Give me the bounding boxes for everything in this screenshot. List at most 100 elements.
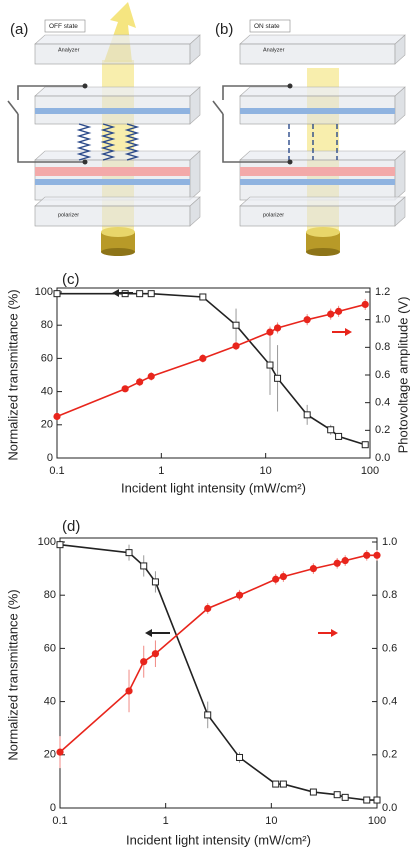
plot-frame [56, 287, 371, 459]
panel-label: (c) [62, 271, 80, 288]
x-axis-label: Incident light intensity (mW/cm²) [121, 480, 306, 495]
point [341, 793, 349, 801]
y-tick-label: 0 [47, 452, 53, 464]
point [272, 575, 280, 583]
y-tick-label: 100 [38, 536, 56, 548]
state-label: ON state [254, 23, 280, 30]
x-axis-label: Incident light intensity (mW/cm²) [126, 832, 311, 847]
layer [35, 108, 190, 114]
point [136, 290, 144, 298]
y2-tick-label: 0.8 [382, 589, 397, 601]
lc-helix [76, 123, 92, 161]
point [204, 711, 212, 719]
lamp-top [101, 227, 135, 237]
plate-side [189, 196, 201, 227]
point [373, 796, 381, 804]
x-tick-label: 10 [265, 815, 277, 827]
contact [82, 83, 88, 89]
lc-helix [100, 123, 116, 161]
point [151, 650, 160, 658]
point [147, 372, 155, 380]
point [136, 378, 144, 386]
plate-top [34, 150, 201, 161]
point [204, 604, 212, 613]
polarizer-label: polarizer [58, 212, 79, 218]
plate-side [394, 86, 406, 125]
point [327, 310, 335, 318]
wire [222, 85, 290, 100]
lamp-body [306, 232, 340, 252]
x-tick-label: 100 [361, 465, 379, 477]
plate-top [34, 34, 201, 45]
axis-arrow-head [112, 289, 119, 297]
y-tick-label: 80 [44, 589, 56, 601]
plate-side [394, 196, 406, 227]
point [373, 551, 381, 559]
layer [35, 167, 190, 176]
y2-tick-label: 0.6 [382, 642, 397, 654]
point [303, 411, 311, 419]
y2-tick-label: 1.2 [375, 286, 390, 298]
axis-arrow-head [345, 328, 352, 336]
point [333, 559, 341, 567]
point [266, 328, 274, 336]
y-tick-label: 80 [41, 319, 53, 331]
y-tick-label: 0 [50, 802, 56, 814]
y-tick-label: 40 [44, 696, 56, 708]
switch [7, 100, 19, 115]
panel-label: (d) [62, 518, 80, 535]
point [199, 354, 207, 362]
x-tick-label: 10 [260, 465, 272, 477]
y-tick-label: 100 [35, 286, 53, 298]
wire [222, 114, 290, 163]
point [309, 565, 317, 573]
y-tick-label: 60 [41, 352, 53, 364]
point [279, 780, 287, 788]
state-box [44, 19, 86, 33]
point [363, 551, 371, 559]
point [53, 290, 61, 298]
lamp-bottom [101, 248, 135, 256]
y2-tick-label: 0.6 [375, 369, 390, 381]
plate-side [189, 34, 201, 65]
series-line [59, 543, 377, 801]
analyzer-label: Analyzer [58, 47, 80, 53]
plate-side [394, 34, 406, 65]
point [274, 374, 282, 382]
plate-top [239, 34, 406, 45]
axis-arrow-head [331, 629, 338, 637]
contact [287, 159, 293, 165]
wire [17, 85, 85, 100]
point [361, 300, 369, 309]
point [266, 361, 274, 369]
point [232, 321, 240, 329]
point [56, 748, 64, 756]
y2-axis-label: Photovoltage amplitude (V) [395, 297, 410, 454]
plate-top [239, 86, 406, 97]
layer [240, 108, 395, 114]
plot-frame [59, 537, 378, 809]
point [140, 562, 148, 570]
plate-side [394, 150, 406, 201]
layer [240, 167, 395, 176]
y2-tick-label: 0.0 [375, 452, 390, 464]
point [140, 658, 148, 666]
point [361, 441, 369, 449]
panel-label: (a) [10, 21, 28, 38]
plate-top [239, 150, 406, 161]
y-axis-label: Normalized transmittance (%) [5, 589, 20, 760]
y2-tick-label: 1.0 [382, 536, 397, 548]
y2-tick-label: 0.2 [382, 749, 397, 761]
y-tick-label: 20 [44, 749, 56, 761]
y-tick-label: 40 [41, 386, 53, 398]
polarizer-label: polarizer [263, 212, 284, 218]
point [363, 796, 371, 804]
point [53, 412, 61, 421]
switch [212, 100, 224, 115]
x-tick-label: 0.1 [52, 815, 67, 827]
point [235, 591, 244, 599]
state-box [249, 19, 291, 33]
y2-tick-label: 0.8 [375, 341, 390, 353]
point [341, 557, 349, 565]
